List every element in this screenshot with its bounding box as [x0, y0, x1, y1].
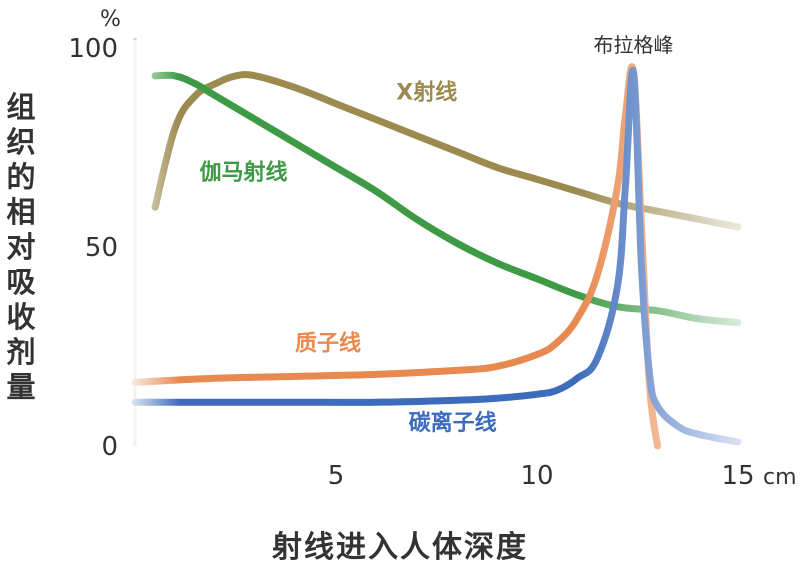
series-proton-line	[131, 63, 662, 450]
y-tick-label: 0	[101, 432, 118, 462]
y-tick-label: 50	[85, 233, 118, 263]
x-tick-label: 15	[721, 461, 754, 491]
series-carbon-ion-label: 碳离子线	[409, 410, 497, 436]
x-tick-label: 5	[328, 461, 345, 491]
series-x-ray-label: X射线	[396, 80, 457, 106]
series-layer	[131, 63, 742, 450]
y-unit-label: %	[100, 7, 121, 32]
series-carbon-ion-line	[131, 66, 742, 446]
y-axis-label: 组织的相对吸收剂量	[6, 90, 36, 404]
x-tick-label: 10	[520, 461, 553, 491]
x-axis-label: 射线进入人体深度	[272, 530, 528, 565]
series-proton-label: 质子线	[295, 330, 361, 356]
bragg-peak-label: 布拉格峰	[593, 33, 673, 57]
series-gamma-ray-line	[151, 71, 742, 327]
x-unit-label: cm	[763, 465, 797, 490]
y-tick-label: 100	[68, 34, 118, 64]
series-gamma-ray-label: 伽马射线	[200, 159, 288, 185]
axes: 0 50 100% 5 10 15 cm	[68, 7, 796, 491]
